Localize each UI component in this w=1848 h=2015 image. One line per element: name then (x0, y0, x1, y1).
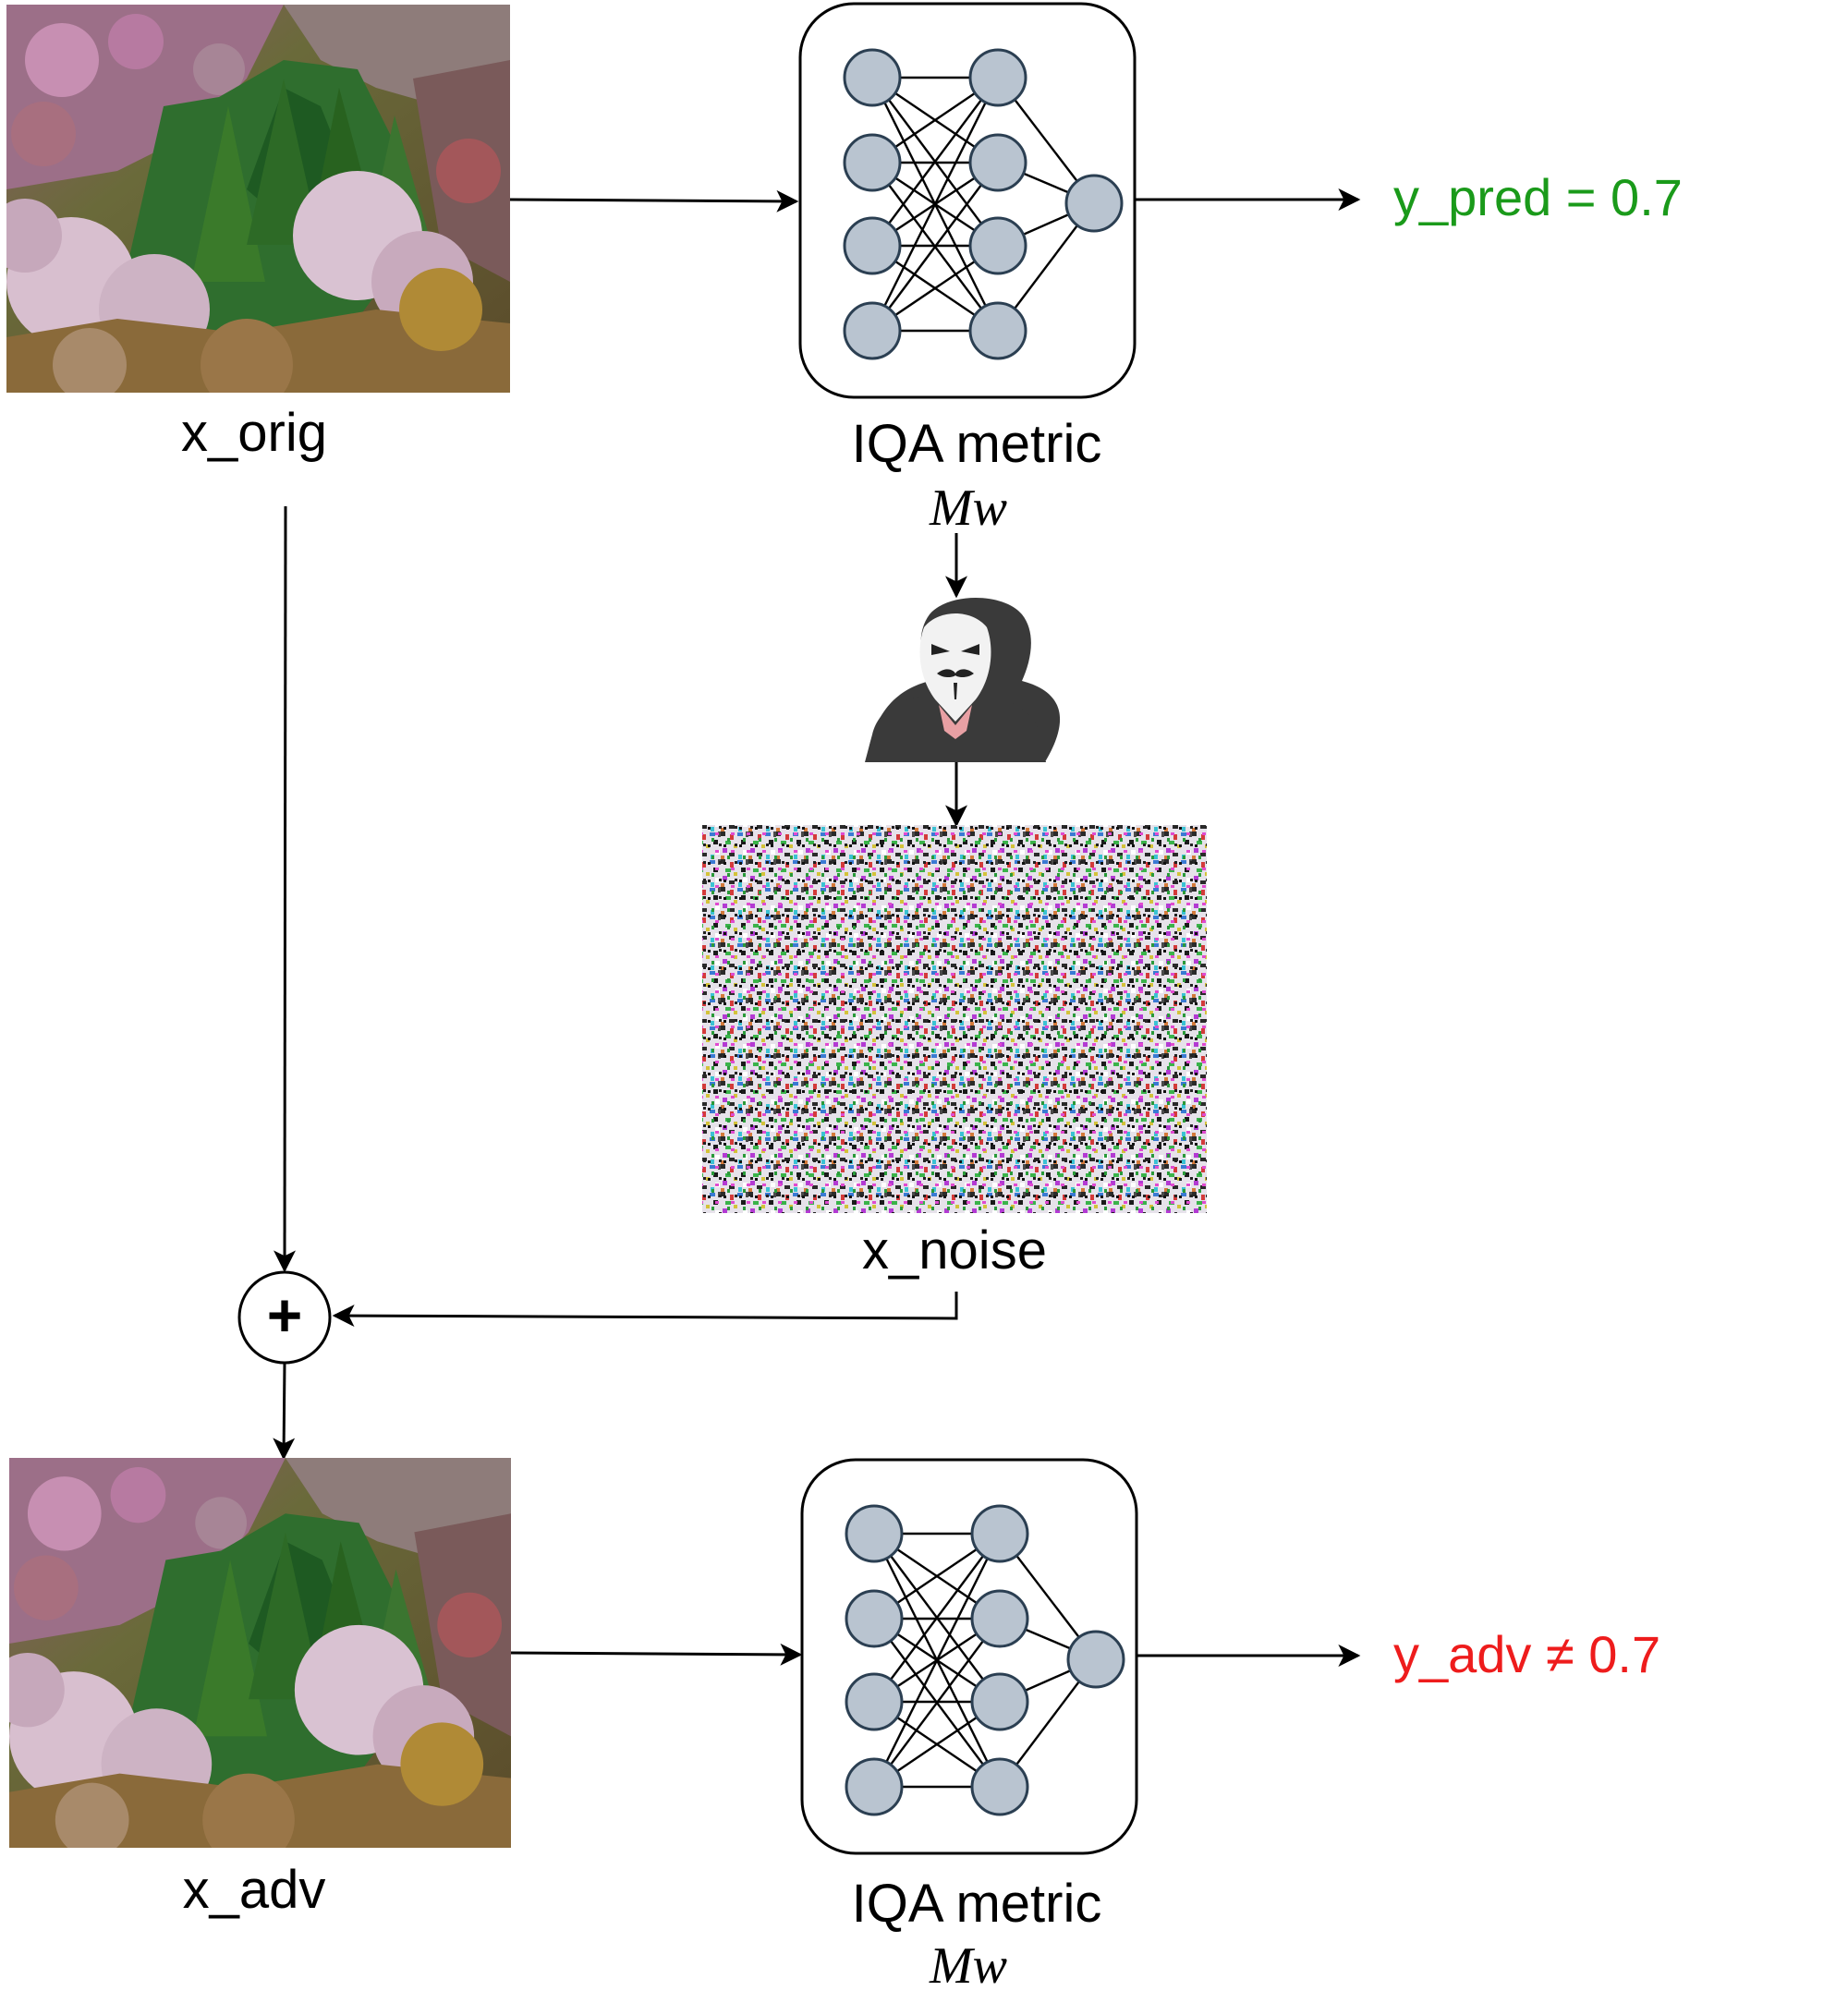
network-input-node (845, 1504, 904, 1563)
arrow-noise-to-adder (332, 1292, 958, 1328)
x-orig-label: x_orig (181, 403, 327, 463)
y-pred-label: y_pred = 0.7 (1393, 168, 1683, 226)
network-hidden-node (970, 1589, 1029, 1648)
iqa-metric-top-label: IQA metric (852, 414, 1102, 474)
neural-network-icon (845, 1504, 1125, 1816)
x-noise-label: x_noise (862, 1220, 1047, 1281)
iqa-metric-top (798, 2, 1137, 399)
network-input-node (843, 301, 902, 360)
original-image (6, 5, 510, 393)
iqa-metric-bottom-label: IQA metric (852, 1874, 1102, 1934)
network-input-node (843, 133, 902, 192)
network-connection (873, 1618, 1001, 1788)
network-connection (873, 1533, 1001, 1703)
network-input-node (843, 216, 902, 275)
network-connection (871, 162, 999, 332)
arrow-adv-to-metric (510, 1643, 803, 1666)
x-adv-label: x_adv (183, 1860, 326, 1920)
network-hidden-node (970, 1504, 1029, 1563)
adversarial-image (9, 1458, 511, 1848)
arrow-orig-to-adder (274, 505, 297, 1273)
network-input-node (845, 1757, 904, 1816)
iqa-metric-top-sub: Mw (929, 479, 1007, 537)
iqa-metric-bottom-sub: Mw (929, 1937, 1007, 1995)
network-hidden-node (968, 301, 1027, 360)
y-adv-label: y_adv ≠ 0.7 (1393, 1625, 1660, 1683)
network-hidden-node (970, 1672, 1029, 1731)
plus-icon: + (267, 1281, 303, 1349)
neural-network-icon (843, 48, 1124, 360)
network-input-node (843, 48, 902, 107)
network-connection (872, 1533, 1002, 1788)
network-connection (871, 77, 999, 247)
network-input-node (845, 1589, 904, 1648)
noise-image (702, 825, 1207, 1213)
arrow-orig-to-metric (509, 189, 799, 212)
network-input-node (845, 1672, 904, 1731)
arrow-adder-to-adv (273, 1362, 296, 1461)
network-output-node (1066, 1630, 1125, 1689)
network-hidden-node (970, 1757, 1029, 1816)
network-hidden-node (968, 216, 1027, 275)
hooded-attacker-icon (865, 598, 1061, 762)
network-output-node (1064, 174, 1124, 233)
network-connection (870, 77, 1000, 332)
network-hidden-node (968, 48, 1027, 107)
iqa-metric-bottom (800, 1458, 1138, 1855)
network-hidden-node (968, 133, 1027, 192)
